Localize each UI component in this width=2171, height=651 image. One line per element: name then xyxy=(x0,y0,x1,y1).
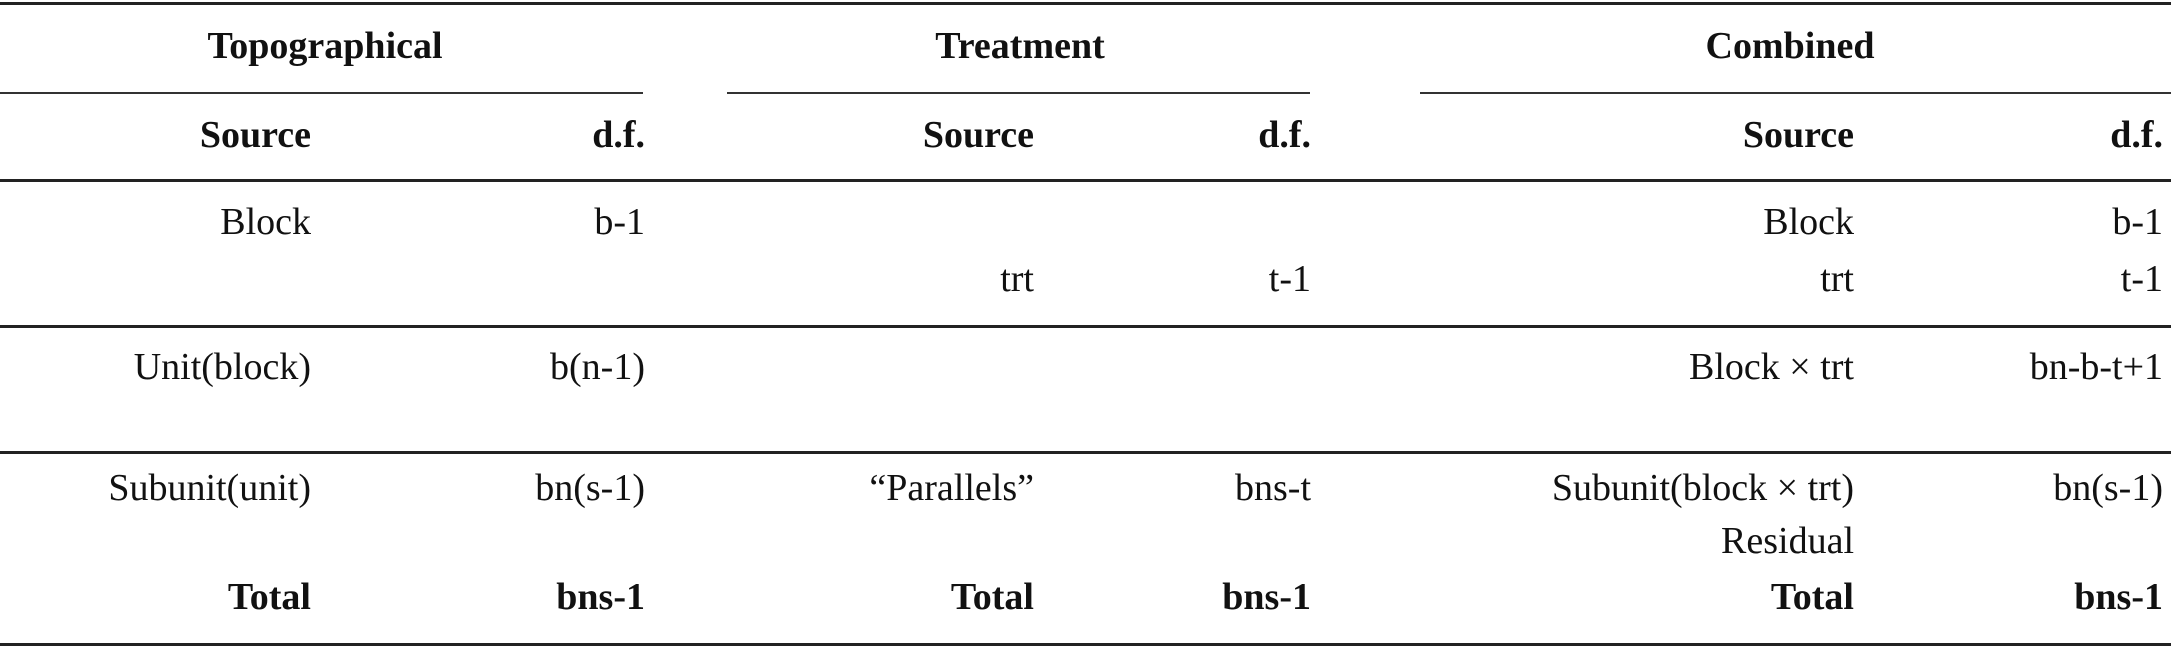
comb-trt-df: t-1 xyxy=(2120,258,2163,300)
comb-subunit-source: Subunit(block × trt) xyxy=(1551,467,1854,509)
header-source-treatment: Source xyxy=(922,114,1034,156)
header-df-topographical: d.f. xyxy=(592,114,645,156)
comb-block-trt-source: Block × trt xyxy=(1689,346,1854,388)
trt-trt-source: trt xyxy=(1000,258,1034,300)
header-source-topographical: Source xyxy=(199,114,311,156)
comb-block-trt-df: bn-b-t+1 xyxy=(2029,346,2163,388)
topo-total-source: Total xyxy=(227,576,311,618)
group-rule-treatment xyxy=(727,92,1310,94)
header-source-combined: Source xyxy=(1742,114,1854,156)
header-rule xyxy=(0,179,2171,182)
stratum-rule-2 xyxy=(0,451,2171,454)
topo-block-df: b-1 xyxy=(594,201,645,243)
comb-residual-source: Residual xyxy=(1721,520,1854,562)
trt-total-df: bns-1 xyxy=(1222,576,1311,618)
trt-total-source: Total xyxy=(950,576,1034,618)
topo-unit-source: Unit(block) xyxy=(133,346,311,388)
top-rule xyxy=(0,2,2171,5)
topo-unit-df: b(n-1) xyxy=(550,346,645,388)
group-rule-topographical xyxy=(0,92,643,94)
group-title-topographical: Topographical xyxy=(207,25,443,67)
topo-total-df: bns-1 xyxy=(556,576,645,618)
comb-subunit-df: bn(s-1) xyxy=(2053,467,2163,509)
header-df-combined: d.f. xyxy=(2110,114,2163,156)
comb-total-source: Total xyxy=(1770,576,1854,618)
trt-parallels-source: “Parallels” xyxy=(869,467,1034,509)
topo-subunit-df: bn(s-1) xyxy=(535,467,645,509)
comb-total-df: bns-1 xyxy=(2074,576,2163,618)
comb-trt-source: trt xyxy=(1820,258,1854,300)
group-title-treatment: Treatment xyxy=(935,25,1105,67)
trt-trt-df: t-1 xyxy=(1268,258,1311,300)
trt-parallels-df: bns-t xyxy=(1235,467,1311,509)
stratum-rule-1 xyxy=(0,325,2171,328)
comb-block-df: b-1 xyxy=(2112,201,2163,243)
topo-block-source: Block xyxy=(220,201,311,243)
header-df-treatment: d.f. xyxy=(1258,114,1311,156)
bottom-rule xyxy=(0,643,2171,646)
topo-subunit-source: Subunit(unit) xyxy=(108,467,311,509)
group-title-combined: Combined xyxy=(1705,25,1875,67)
comb-block-source: Block xyxy=(1763,201,1854,243)
group-rule-combined xyxy=(1420,92,2171,94)
